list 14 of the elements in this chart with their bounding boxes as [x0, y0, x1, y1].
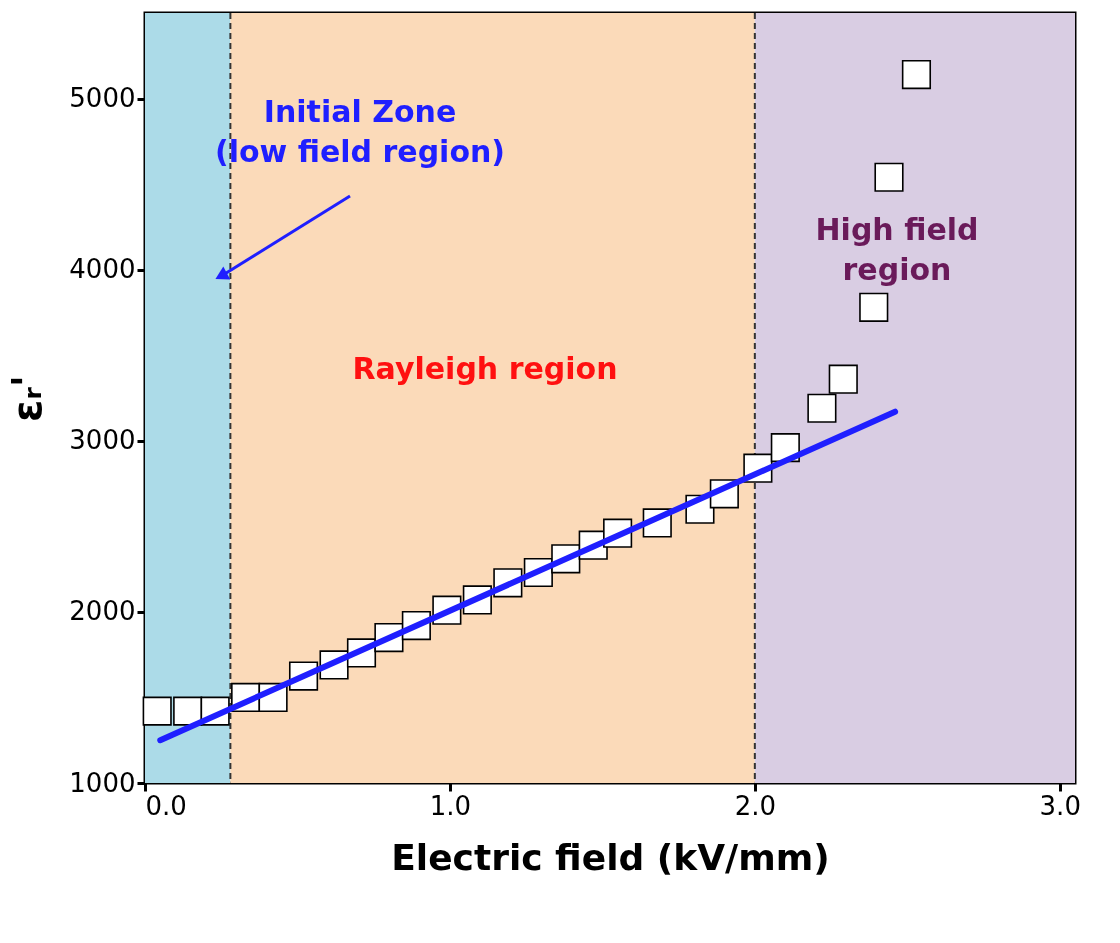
- y-tick-label: 5000: [69, 83, 136, 114]
- annotation: Initial Zone (low field region): [214, 94, 506, 169]
- x-tick-label: 1.0: [429, 790, 472, 821]
- x-axis-title: Electric field (kV/mm): [391, 836, 830, 878]
- annotation: High field region: [815, 212, 979, 287]
- x-tick-label: 2.0: [734, 790, 777, 821]
- annotation: Rayleigh region: [352, 351, 618, 386]
- y-tick-label: 2000: [69, 596, 136, 627]
- y-tick-label: 3000: [69, 425, 136, 456]
- x-tick-label: 0.0: [145, 790, 187, 821]
- y-tick-label: 1000: [69, 767, 136, 798]
- y-axis-title: εᵣ': [4, 374, 51, 423]
- x-tick-label: 3.0: [1039, 790, 1081, 821]
- y-tick-label: 4000: [69, 254, 136, 285]
